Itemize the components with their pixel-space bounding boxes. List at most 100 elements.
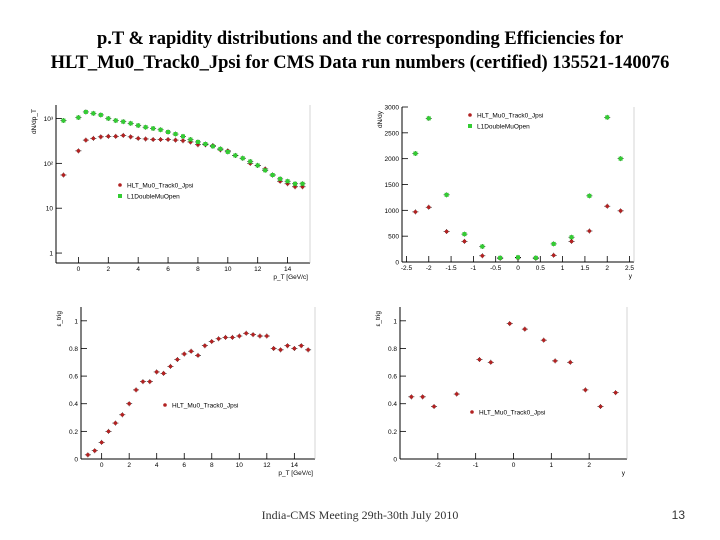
data-point-l1 <box>480 244 485 249</box>
data-point-hlt <box>113 421 118 425</box>
data-point-hlt <box>182 352 187 356</box>
data-point-hlt <box>143 137 148 141</box>
data-point-l1 <box>195 139 200 144</box>
x-axis-title: y <box>622 470 626 477</box>
data-point-hlt <box>569 239 574 244</box>
y-tick-label: 0.2 <box>69 429 78 436</box>
data-point-hlt <box>551 253 556 258</box>
legend-marker <box>470 410 474 414</box>
data-point-hlt <box>444 229 449 234</box>
data-point-l1 <box>263 168 268 173</box>
data-point-hlt <box>148 379 152 384</box>
rapidity-distribution-chart: 0 500 1000 1500 2000 2500 3000 -2.5 -2 -1.5 -1 -0.5… <box>377 105 634 281</box>
y-tick-label: 0.6 <box>69 374 78 381</box>
data-point-hlt <box>91 136 96 141</box>
slide-title-line1: p.T & rapidity distributions and the cor… <box>96 29 624 49</box>
data-point-hlt <box>99 440 104 445</box>
data-point-l1 <box>300 181 305 186</box>
y-tick-label: 0 <box>393 457 397 464</box>
data-point-l1 <box>605 115 610 120</box>
x-tick-label: 14 <box>284 266 292 273</box>
footer-text: India-CMS Meeting 29th-30th July 2010 <box>261 508 459 522</box>
data-point-l1 <box>569 235 574 240</box>
data-point-hlt <box>134 388 138 392</box>
data-point-l1 <box>618 156 623 161</box>
data-point-hlt <box>121 133 126 138</box>
x-axis-title: p_T [GeV/c] <box>278 470 313 477</box>
data-point-hlt <box>106 429 111 434</box>
data-point-hlt <box>127 401 131 406</box>
data-point-hlt <box>166 137 170 142</box>
x-tick-label: 2.5 <box>625 265 634 272</box>
x-tick-label: 0 <box>77 266 81 273</box>
data-point-hlt <box>568 360 573 365</box>
data-point-l1 <box>233 153 238 158</box>
data-point-hlt <box>258 334 262 338</box>
y-axis-title: ε_trig <box>56 311 63 327</box>
y-axis-title: dN/dp_T <box>31 109 38 134</box>
data-point-hlt <box>168 364 173 369</box>
data-point-hlt <box>141 379 145 384</box>
x-axis-title: p_T [GeV/c] <box>273 274 308 281</box>
y-tick-label: 0 <box>74 457 78 464</box>
data-point-hlt <box>120 412 125 417</box>
y-tick-label: 500 <box>388 234 399 241</box>
data-point-hlt <box>113 134 118 139</box>
data-point-hlt <box>454 392 459 396</box>
data-point-hlt <box>151 137 155 142</box>
x-tick-label: 2 <box>127 462 131 469</box>
pt-distribution-chart: 1 10 10² 10³ 0 2 4 6 8 10 12 14p_T [GeV/c] dN/dp_T HL… <box>31 105 311 281</box>
x-tick-label: -1.5 <box>445 265 457 272</box>
data-point-l1 <box>158 127 163 132</box>
legend-label: L1DoubleMuOpen <box>477 124 530 131</box>
rapidity-efficiency-panel: 0 0.2 0.4 0.6 0.8 1 -2 -1 0 1 2 y ε_trig HLT_Mu0_Trac… <box>372 297 647 485</box>
x-tick-label: -2 <box>426 265 432 272</box>
data-point-hlt <box>161 371 166 376</box>
data-point-hlt <box>154 370 159 374</box>
data-point-hlt <box>173 138 178 142</box>
y-tick-label: 2500 <box>385 130 400 137</box>
y-tick-label: 0.2 <box>388 429 397 436</box>
data-point-hlt <box>209 339 214 344</box>
data-point-hlt <box>587 229 592 233</box>
x-axis-title: y <box>629 273 633 280</box>
data-point-hlt <box>432 404 436 409</box>
data-point-l1 <box>210 144 215 149</box>
data-point-hlt <box>244 331 248 336</box>
data-point-hlt <box>136 136 140 141</box>
pt-efficiency-panel: 0 0.2 0.4 0.6 0.8 1 0 2 4 6 8 10 12 14 p_T [GeV/c] ε_tr… <box>55 297 330 485</box>
data-point-l1 <box>462 232 467 237</box>
data-point-l1 <box>293 181 298 186</box>
x-tick-label: -1 <box>473 462 479 469</box>
data-point-hlt <box>271 346 276 351</box>
legend-marker <box>468 124 472 128</box>
y-axis-title: ε_trig <box>375 311 382 327</box>
y-tick-label: 10³ <box>44 116 54 123</box>
x-tick-label: 2 <box>106 266 110 273</box>
data-point-l1 <box>188 137 193 142</box>
data-point-hlt <box>477 357 482 362</box>
data-point-l1 <box>551 241 556 246</box>
legend-marker <box>468 113 472 117</box>
data-point-l1 <box>143 125 148 130</box>
data-point-l1 <box>61 118 66 123</box>
y-tick-label: 0.4 <box>388 401 397 408</box>
slide-title-line2: HLT_Mu0_Track0_Jpsi for CMS Data run num… <box>50 53 670 73</box>
data-point-hlt <box>61 173 66 177</box>
data-point-l1 <box>270 172 275 177</box>
y-tick-label: 1500 <box>385 182 400 189</box>
data-point-l1 <box>166 130 171 135</box>
x-tick-label: 14 <box>291 462 299 469</box>
y-tick-label: 1 <box>49 251 53 258</box>
data-point-l1 <box>203 142 208 147</box>
legend-label: L1DoubleMuOpen <box>127 194 180 201</box>
data-point-l1 <box>278 176 283 181</box>
y-tick-label: 2000 <box>385 156 400 163</box>
data-point-l1 <box>91 111 96 116</box>
data-point-l1 <box>106 116 111 121</box>
data-point-l1 <box>225 149 230 154</box>
y-axis-title: dN/dy <box>377 110 384 128</box>
data-point-l1 <box>426 116 431 121</box>
y-tick-label: 0.8 <box>388 346 397 353</box>
y-tick-label: 0 <box>395 260 399 267</box>
